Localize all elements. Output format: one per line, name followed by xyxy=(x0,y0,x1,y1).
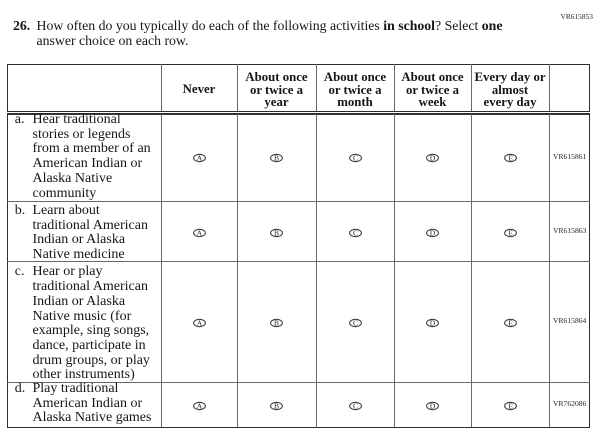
svg-text:D: D xyxy=(430,402,436,411)
svg-text:B: B xyxy=(274,319,279,328)
svg-text:E: E xyxy=(508,229,513,238)
svg-text:D: D xyxy=(430,229,436,238)
svg-text:D: D xyxy=(430,154,436,163)
svg-text:E: E xyxy=(508,402,513,411)
svg-text:A: A xyxy=(196,402,202,411)
svg-text:B: B xyxy=(274,229,279,238)
svg-text:C: C xyxy=(352,319,357,328)
svg-text:B: B xyxy=(274,154,279,163)
svg-text:E: E xyxy=(508,319,513,328)
svg-text:C: C xyxy=(352,402,357,411)
svg-text:D: D xyxy=(430,319,436,328)
svg-text:B: B xyxy=(274,402,279,411)
svg-text:A: A xyxy=(196,229,202,238)
svg-text:C: C xyxy=(352,229,357,238)
svg-text:E: E xyxy=(508,154,513,163)
svg-text:A: A xyxy=(196,154,202,163)
svg-text:C: C xyxy=(352,154,357,163)
svg-text:A: A xyxy=(196,319,202,328)
